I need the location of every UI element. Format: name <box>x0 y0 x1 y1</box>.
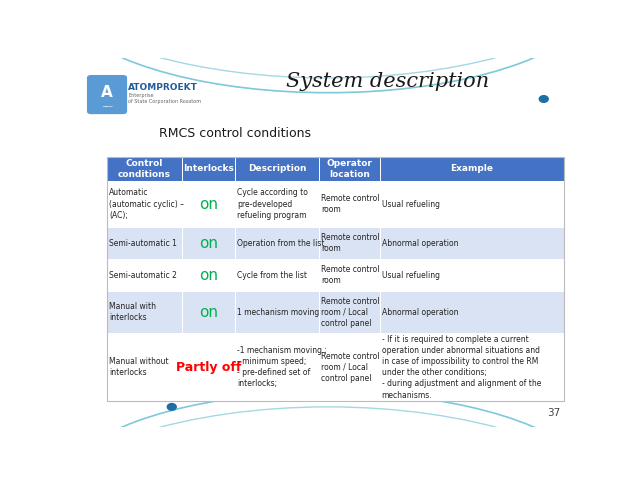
FancyBboxPatch shape <box>380 180 564 228</box>
FancyBboxPatch shape <box>182 228 235 259</box>
FancyBboxPatch shape <box>319 259 380 291</box>
FancyBboxPatch shape <box>182 157 235 180</box>
Text: 1 mechanism moving: 1 mechanism moving <box>237 308 319 317</box>
Text: Cycle from the list: Cycle from the list <box>237 271 307 279</box>
Text: System description: System description <box>286 72 489 91</box>
Text: Usual refueling: Usual refueling <box>381 200 440 208</box>
Circle shape <box>167 404 176 410</box>
FancyBboxPatch shape <box>319 157 380 180</box>
FancyBboxPatch shape <box>235 157 319 180</box>
FancyBboxPatch shape <box>380 291 564 333</box>
Text: Interlocks: Interlocks <box>183 165 234 173</box>
FancyBboxPatch shape <box>182 291 235 333</box>
FancyBboxPatch shape <box>108 228 182 259</box>
FancyBboxPatch shape <box>235 228 319 259</box>
FancyBboxPatch shape <box>319 228 380 259</box>
Text: on: on <box>199 267 218 283</box>
Text: 37: 37 <box>547 408 560 418</box>
FancyBboxPatch shape <box>235 291 319 333</box>
Text: Enterprise
of State Corporation Rosatom: Enterprise of State Corporation Rosatom <box>128 93 201 104</box>
Text: Usual refueling: Usual refueling <box>381 271 440 279</box>
FancyBboxPatch shape <box>380 259 564 291</box>
FancyBboxPatch shape <box>319 180 380 228</box>
FancyBboxPatch shape <box>380 157 564 180</box>
FancyBboxPatch shape <box>108 333 182 401</box>
Text: Manual with
interlocks: Manual with interlocks <box>109 302 156 322</box>
Text: RMCS control conditions: RMCS control conditions <box>159 127 312 140</box>
Text: Semi-automatic 1: Semi-automatic 1 <box>109 239 177 248</box>
FancyBboxPatch shape <box>108 291 182 333</box>
FancyBboxPatch shape <box>319 291 380 333</box>
FancyBboxPatch shape <box>380 228 564 259</box>
Text: Remote control
room: Remote control room <box>321 233 380 253</box>
FancyBboxPatch shape <box>235 333 319 401</box>
Text: Cycle according to
pre-developed
refueling program: Cycle according to pre-developed refueli… <box>237 189 308 220</box>
FancyBboxPatch shape <box>87 75 127 114</box>
Text: ___: ___ <box>102 101 112 107</box>
Text: Abnormal operation: Abnormal operation <box>381 308 458 317</box>
FancyBboxPatch shape <box>108 157 182 180</box>
FancyBboxPatch shape <box>108 259 182 291</box>
FancyBboxPatch shape <box>319 333 380 401</box>
FancyBboxPatch shape <box>108 180 182 228</box>
Text: on: on <box>199 305 218 320</box>
Text: Remote control
room / Local
control panel: Remote control room / Local control pane… <box>321 352 380 383</box>
Text: Control
conditions: Control conditions <box>118 159 171 179</box>
FancyBboxPatch shape <box>235 259 319 291</box>
Text: ATOMPROEKT: ATOMPROEKT <box>128 83 198 92</box>
Text: Remote control
room: Remote control room <box>321 265 380 285</box>
Text: Automatic
(automatic cyclic) –
(AC);: Automatic (automatic cyclic) – (AC); <box>109 189 184 220</box>
Text: Remote control
room: Remote control room <box>321 194 380 214</box>
FancyBboxPatch shape <box>380 333 564 401</box>
FancyBboxPatch shape <box>182 180 235 228</box>
Text: Abnormal operation: Abnormal operation <box>381 239 458 248</box>
Text: - If it is required to complete a current
operation under abnormal situations an: - If it is required to complete a curren… <box>381 335 541 399</box>
Text: Partly off: Partly off <box>175 361 241 374</box>
FancyBboxPatch shape <box>235 180 319 228</box>
FancyBboxPatch shape <box>182 333 235 401</box>
Text: on: on <box>199 196 218 212</box>
Text: on: on <box>199 236 218 251</box>
Circle shape <box>540 96 548 102</box>
Text: Operation from the list: Operation from the list <box>237 239 324 248</box>
Text: Remote control
room / Local
control panel: Remote control room / Local control pane… <box>321 297 380 328</box>
Text: Example: Example <box>450 165 493 173</box>
Text: Semi-automatic 2: Semi-automatic 2 <box>109 271 177 279</box>
Text: Description: Description <box>248 165 307 173</box>
FancyBboxPatch shape <box>182 259 235 291</box>
Text: Operator
location: Operator location <box>326 159 372 179</box>
Text: Manual without
interlocks: Manual without interlocks <box>109 357 169 377</box>
Text: -1 mechanism moving ;
- minimum speed;
- pre-defined set of
interlocks;: -1 mechanism moving ; - minimum speed; -… <box>237 346 327 388</box>
Text: A: A <box>101 85 113 100</box>
